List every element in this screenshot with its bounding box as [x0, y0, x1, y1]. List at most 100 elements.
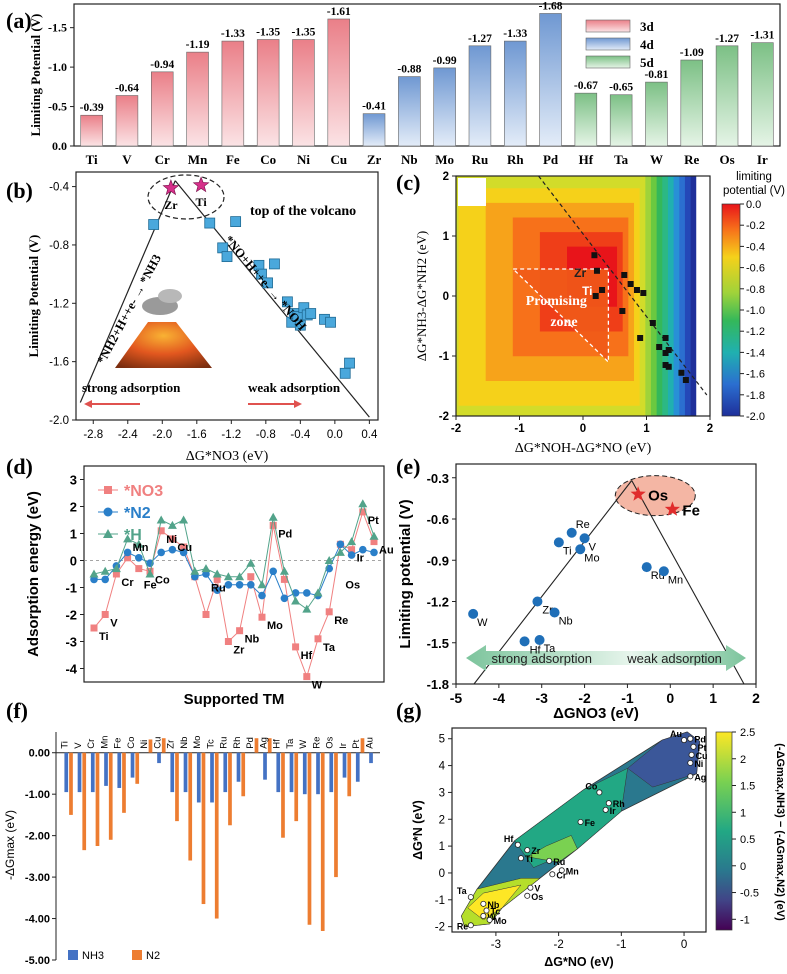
point-*N2 — [224, 581, 233, 589]
data-point — [621, 272, 628, 278]
data-label-Zr: Zr — [542, 605, 553, 617]
y-tick-label: -0.5 — [48, 100, 67, 114]
x-tick-label-Mn: Mn — [99, 736, 110, 749]
data-label-Rh: Rh — [613, 799, 625, 809]
element-label-Fe: Fe — [144, 580, 157, 592]
bar-N2-Mo — [201, 752, 206, 905]
y-tick-label: -2.0 — [49, 415, 69, 427]
panel-label-e: (e) — [396, 454, 420, 479]
y-axis-label: ΔG*N (eV) — [411, 800, 425, 860]
data-point-Rh — [605, 800, 612, 807]
legend-swatch-N2 — [132, 950, 142, 960]
axes-frame — [75, 171, 379, 421]
data-point — [599, 287, 606, 293]
element-label-Nb: Nb — [245, 634, 260, 646]
y-axis-label: Limiting potential (V) — [397, 499, 414, 648]
y-tick-label: -3 — [65, 635, 77, 650]
data-point-Re — [467, 922, 474, 929]
x-axis-label: ΔGNO3 (eV) — [553, 705, 639, 722]
y-tick-label: -4 — [65, 662, 77, 677]
data-point-Nb — [549, 607, 560, 618]
bar-NH3-Tc — [210, 752, 214, 803]
point-*NO3 — [348, 546, 356, 554]
colorbar-tick-label: -0.2 — [746, 220, 765, 232]
bar-Nb — [398, 76, 421, 147]
element-label-Os: Os — [345, 580, 360, 592]
point-*H — [100, 566, 110, 575]
annotation-top: top of the volcano — [250, 204, 356, 219]
data-point — [665, 347, 672, 353]
data-label-Ir: Ir — [610, 806, 617, 816]
point-*H — [179, 515, 189, 524]
bar-N2-Pt — [360, 738, 365, 753]
data-point — [665, 363, 672, 370]
x-tick-label-Zr: Zr — [166, 740, 177, 749]
y-tick-label: -5.00 — [25, 955, 50, 967]
bar-NH3-Mn — [104, 752, 108, 786]
data-point — [262, 277, 273, 289]
point-*H — [201, 564, 211, 573]
legend-label-4d: 4d — [640, 37, 655, 52]
point-*NO3 — [112, 570, 120, 578]
bar-N2-Cu — [161, 738, 166, 753]
data-point-Cu — [688, 751, 695, 758]
value-label-Ru: -1.27 — [468, 33, 492, 45]
data-label-Ta: Ta — [544, 643, 557, 655]
colorbar-title: (-ΔGmax,NH3) − (-ΔGmax,N2) (eV) — [774, 743, 786, 921]
point-*H — [212, 569, 222, 578]
x-tick-label: -0.4 — [290, 429, 310, 441]
value-label-Os: -1.27 — [715, 33, 739, 45]
y-axis-label: ΔG*NH3-ΔG*NH2 (eV) — [414, 231, 429, 361]
colorbar-title-1: limiting — [736, 171, 772, 183]
x-tick-label-Mo: Mo — [192, 736, 203, 749]
arrow-left-head — [84, 400, 92, 408]
x-tick-label-Co: Co — [260, 152, 276, 167]
legend-swatch-3d — [585, 19, 631, 33]
value-label-Ti: -0.39 — [80, 102, 104, 114]
corner-mark — [458, 178, 486, 206]
data-label-Ni: Ni — [694, 759, 703, 769]
data-label-Mn: Mn — [668, 574, 683, 586]
bar-NH3-Rh — [236, 752, 241, 782]
bar-NH3-Zr — [170, 752, 175, 793]
value-label-Nb: -0.88 — [397, 64, 421, 76]
y-tick-label: 2 — [443, 171, 449, 183]
point-*NO3 — [224, 638, 232, 645]
y-axis-label: Adsorption energy (eV) — [25, 491, 42, 657]
legend-swatch-4d — [585, 37, 631, 51]
y-tick-label: 4 — [439, 761, 446, 773]
axes-frame — [73, 3, 781, 147]
y-tick-label: 1 — [439, 841, 445, 853]
element-label-Re: Re — [334, 615, 348, 627]
data-point-Pd — [687, 735, 694, 742]
data-label-Os: Os — [531, 892, 543, 902]
point-*N2 — [123, 548, 132, 557]
data-point-Tc — [483, 907, 490, 914]
data-point-V — [527, 884, 534, 891]
value-label-W: -0.81 — [644, 69, 668, 81]
data-point-Hf — [519, 636, 530, 647]
bar-N2-W — [307, 752, 312, 925]
bar-N2-Ir — [347, 752, 352, 797]
bar-NH3-Ti — [64, 752, 69, 793]
y-tick-label: 1 — [70, 527, 77, 542]
point-*NO3 — [213, 575, 221, 583]
x-tick-label-Zr: Zr — [367, 152, 382, 167]
x-tick-label-Pd: Pd — [245, 737, 256, 749]
panel-label-f: (f) — [6, 698, 28, 723]
data-point-Fe — [577, 818, 584, 825]
colorbar-tick-label: -1.6 — [746, 369, 765, 381]
x-tick-label: 2 — [707, 423, 713, 435]
value-label-Rh: -1.33 — [503, 28, 527, 40]
element-label-Au: Au — [379, 545, 394, 557]
colorbar-tick-label: 0.0 — [746, 199, 761, 211]
x-tick-label-Ir: Ir — [757, 152, 768, 167]
data-label-Co: Co — [585, 781, 597, 791]
data-label-Cu: Cu — [696, 751, 708, 761]
point-*H — [313, 588, 323, 597]
element-label-Zr: Zr — [233, 645, 245, 657]
x-tick-label-Re: Re — [684, 152, 699, 167]
colorbar-tick-label: -0.6 — [746, 263, 765, 275]
contour-level-yellow — [467, 884, 522, 921]
